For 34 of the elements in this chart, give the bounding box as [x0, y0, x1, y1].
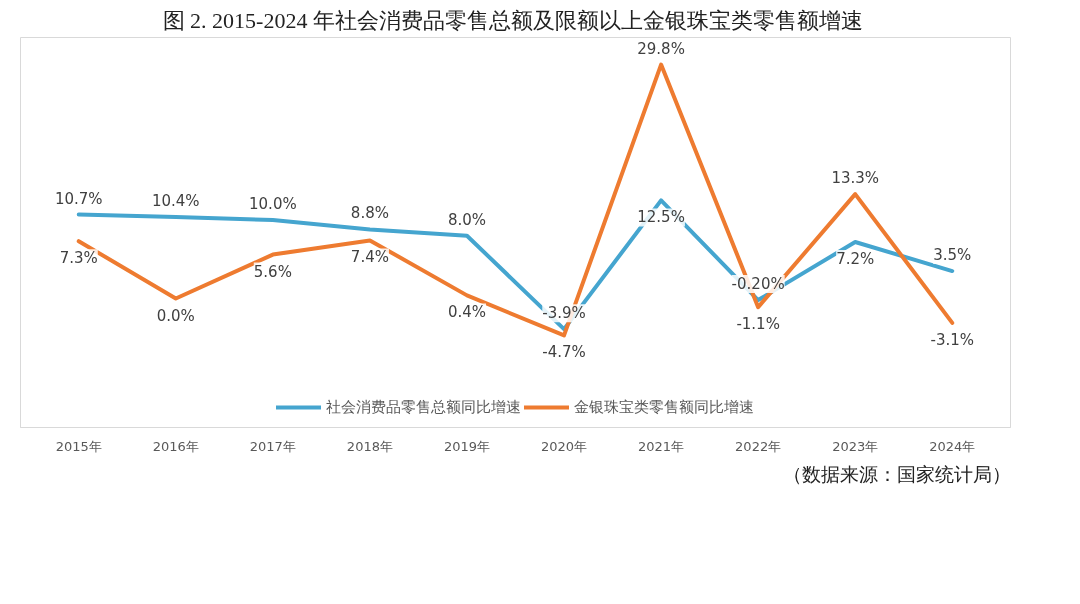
x-tick-label: 2024年: [929, 438, 976, 454]
legend-label: 金银珠宝类零售额同比增速: [574, 397, 754, 417]
data-label: -3.1%: [930, 330, 975, 349]
x-tick-label: 2022年: [735, 438, 782, 454]
x-tick-label: 2021年: [638, 438, 685, 454]
data-label: 10.4%: [151, 191, 200, 210]
data-label: 10.0%: [249, 195, 297, 214]
text: （数据来源：国家统计局）: [782, 463, 1011, 485]
data-label: -0.20%: [731, 275, 785, 294]
data-label: 12.5%: [637, 208, 685, 227]
data-label: 8.0%: [447, 210, 487, 229]
data-label: 8.8%: [350, 204, 389, 223]
data-label: 0.4%: [447, 303, 487, 322]
chart-title: 图 2. 2015-2024 年社会消费品零售总额及限额以上金银珠宝类零售额增速: [162, 7, 863, 33]
data-label: 10.7%: [54, 189, 103, 208]
data-label: 5.6%: [253, 262, 292, 281]
data-label: -3.9%: [542, 304, 586, 323]
data-label: 7.3%: [59, 249, 98, 268]
data-label: 7.4%: [350, 248, 389, 267]
data-label: 7.2%: [836, 250, 875, 268]
data-label: 3.5%: [933, 246, 972, 265]
data-label: -1.1%: [736, 315, 780, 334]
data-label: 0.0%: [156, 306, 195, 325]
x-tick-label: 2015年: [55, 438, 102, 454]
x-tick-label: 2019年: [443, 438, 491, 454]
x-tick-label: 2018年: [346, 438, 393, 454]
data-label: 29.8%: [637, 39, 685, 58]
legend-label: 社会消费品零售总额同比增速: [326, 397, 521, 417]
x-tick-label: 2023年: [832, 438, 879, 454]
x-tick-label: 2017年: [249, 438, 296, 454]
data-label: -4.7%: [542, 343, 586, 362]
x-tick-label: 2016年: [152, 438, 199, 454]
x-tick-label: 2020年: [540, 438, 588, 454]
data-label: 13.3%: [831, 169, 880, 188]
